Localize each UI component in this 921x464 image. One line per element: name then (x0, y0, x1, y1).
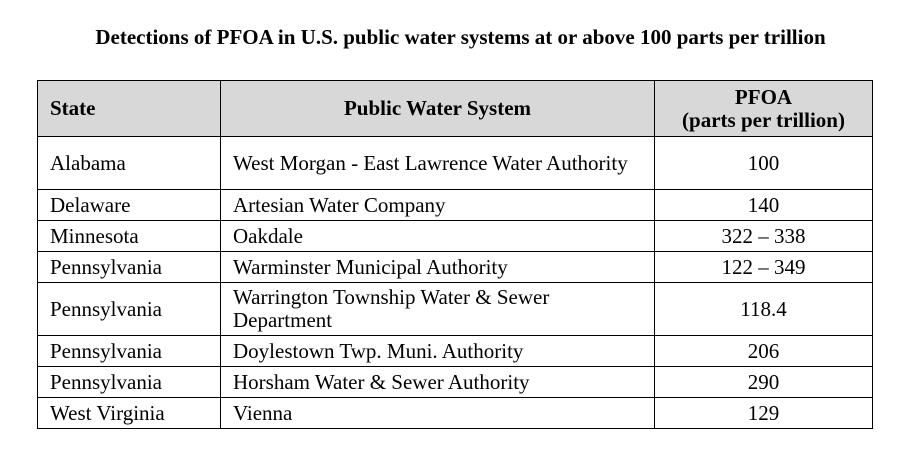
cell-pfoa: 206 (654, 335, 873, 367)
cell-pfoa: 100 (654, 136, 873, 190)
cell-system: Vienna (220, 397, 655, 429)
document-title: Detections of PFOA in U.S. public water … (95, 25, 826, 49)
cell-state: Alabama (37, 136, 221, 190)
header-public-water-system: Public Water System (220, 80, 655, 137)
cell-pfoa: 118.4 (654, 282, 873, 336)
cell-pfoa: 129 (654, 397, 873, 429)
table-row: Delaware Artesian Water Company 140 (37, 189, 873, 221)
cell-pfoa: 290 (654, 366, 873, 398)
cell-state: Pennsylvania (37, 366, 221, 398)
header-pfoa-label: PFOA (734, 84, 793, 109)
cell-system: West Morgan - East Lawrence Water Author… (220, 136, 655, 190)
cell-state: Pennsylvania (37, 251, 221, 283)
cell-system: Horsham Water & Sewer Authority (220, 366, 655, 398)
cell-system: Artesian Water Company (220, 189, 655, 221)
pfoa-detections-table: State Public Water System PFOA (parts pe… (37, 80, 873, 429)
table-header-row: State Public Water System PFOA (parts pe… (37, 80, 873, 137)
cell-system: Warminster Municipal Authority (220, 251, 655, 283)
header-pfoa-unit: (parts per trillion) (682, 107, 845, 132)
cell-pfoa: 122 – 349 (654, 251, 873, 283)
cell-state: Pennsylvania (37, 335, 221, 367)
cell-pfoa: 322 – 338 (654, 220, 873, 252)
table-row: Minnesota Oakdale 322 – 338 (37, 220, 873, 252)
header-pfoa: PFOA (parts per trillion) (654, 80, 873, 137)
header-state: State (37, 80, 221, 137)
cell-state: West Virginia (37, 397, 221, 429)
cell-state: Minnesota (37, 220, 221, 252)
table-row: West Virginia Vienna 129 (37, 397, 873, 429)
cell-system: Oakdale (220, 220, 655, 252)
cell-state: Delaware (37, 189, 221, 221)
cell-pfoa: 140 (654, 189, 873, 221)
table-row: Pennsylvania Doylestown Twp. Muni. Autho… (37, 335, 873, 367)
cell-system: Warrington Township Water & Sewer Depart… (220, 282, 655, 336)
table-row: Pennsylvania Warminster Municipal Author… (37, 251, 873, 283)
table-row: Pennsylvania Warrington Township Water &… (37, 282, 873, 336)
cell-system: Doylestown Twp. Muni. Authority (220, 335, 655, 367)
cell-state: Pennsylvania (37, 282, 221, 336)
table-row: Pennsylvania Horsham Water & Sewer Autho… (37, 366, 873, 398)
table-row: Alabama West Morgan - East Lawrence Wate… (37, 136, 873, 190)
